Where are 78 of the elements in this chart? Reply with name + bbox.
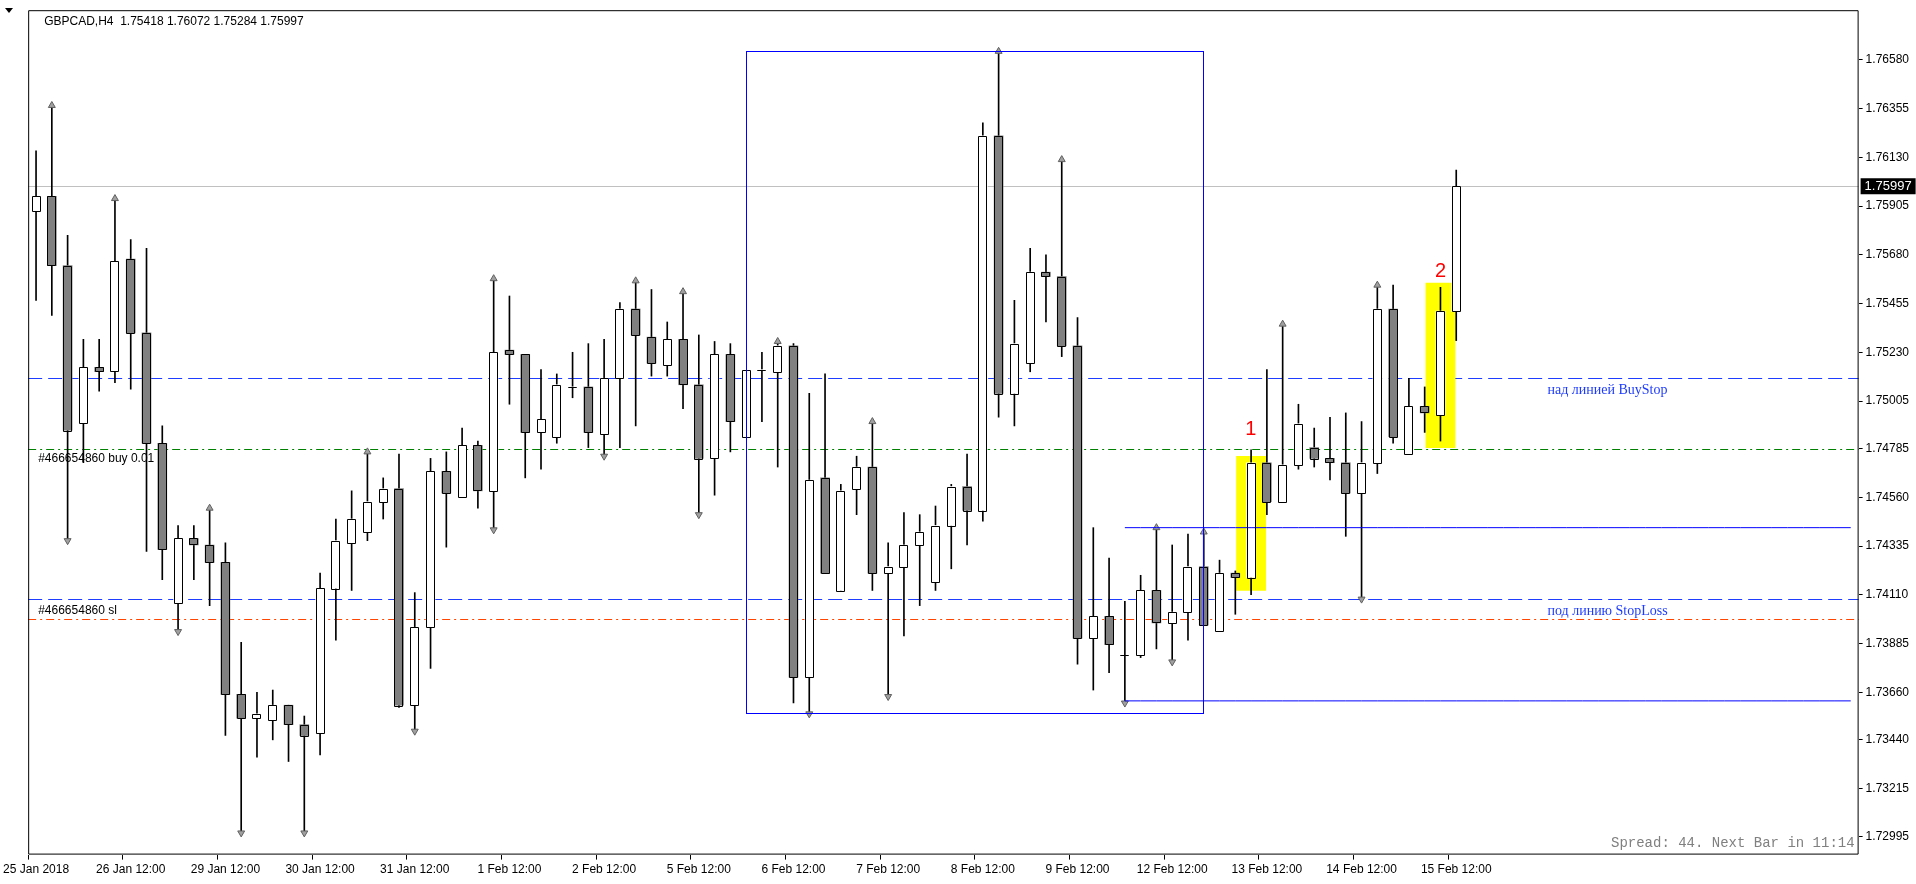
- point: [489, 527, 498, 535]
- y-tick-label: 1.75455: [1865, 295, 1910, 310]
- point: [47, 100, 56, 108]
- point: [1373, 280, 1382, 288]
- candlestick: [1419, 386, 1430, 433]
- ref-line-label: 1.75997: [1864, 177, 1912, 193]
- x-tick-label: 1 Feb 12:00: [477, 862, 542, 877]
- y-tick-label: 1.75905: [1865, 198, 1910, 213]
- y-tick-label: 1.74110: [1865, 587, 1909, 602]
- candlestick: [94, 338, 104, 392]
- point: [63, 538, 72, 546]
- candlestick: [1088, 527, 1099, 691]
- y-tick-label: 1.73885: [1865, 635, 1910, 650]
- point: [679, 287, 687, 295]
- candlestick: [1104, 557, 1114, 674]
- annotation: Spread: 44. Next Bar in 11:14: [1610, 835, 1855, 852]
- y-tick-label: 1.74560: [1865, 489, 1910, 504]
- x-tick-label: 15 Feb 12:00: [1420, 862, 1492, 877]
- point: [1168, 659, 1177, 667]
- point: [600, 453, 609, 461]
- x-tick-label: 25 Jan 2018: [3, 862, 70, 877]
- point: [410, 728, 419, 736]
- point: [205, 503, 214, 511]
- y-tick-label: 1.76580: [1865, 52, 1910, 67]
- x-tick-label: 7 Feb 12:00: [856, 862, 921, 877]
- candlestick: [252, 691, 262, 758]
- x-tick-label: 29 Jan 12:00: [190, 862, 261, 877]
- candlestick: [1041, 254, 1051, 323]
- point: [694, 512, 703, 520]
- y-tick-label: 1.76355: [1865, 101, 1910, 116]
- candlestick: [1325, 416, 1335, 481]
- x-tick-label: 5 Feb 12:00: [666, 862, 732, 877]
- y-tick-label: 1.75230: [1865, 344, 1910, 359]
- x-tick-label: 31 Jan 12:00: [380, 862, 450, 877]
- x-tick-label: 2 Feb 12:00: [572, 862, 637, 877]
- candlestick: [1230, 570, 1241, 615]
- point: [773, 336, 782, 344]
- x-tick-label: 14 Feb 12:00: [1326, 862, 1398, 877]
- x-tick-label: 12 Feb 12:00: [1136, 862, 1208, 877]
- point: [237, 830, 246, 838]
- y-tick-label: 1.74785: [1865, 440, 1910, 455]
- point: [110, 194, 119, 202]
- x-tick-label: 13 Feb 12:00: [1231, 862, 1303, 877]
- ref-line-label: #466654860 sl: [38, 602, 117, 617]
- point: [631, 276, 640, 284]
- point: [1278, 319, 1287, 327]
- point: [174, 629, 183, 637]
- point: [489, 274, 498, 282]
- y-tick-label: 1.75005: [1865, 393, 1910, 408]
- ref-line-label: под линию StopLoss: [1547, 602, 1668, 618]
- x-tick-label: 26 Jan 12:00: [96, 862, 166, 877]
- y-tick-label: 1.72995: [1865, 828, 1910, 843]
- point: [300, 830, 309, 838]
- x-tick-label: 6 Feb 12:00: [761, 862, 826, 877]
- point: [1057, 155, 1066, 163]
- y-tick-label: 1.75680: [1865, 247, 1910, 262]
- chart-title: GBPCAD,H4 1.75418 1.76072 1.75284 1.75997: [44, 13, 305, 28]
- candlestick: [189, 525, 199, 580]
- ref-line-label: над линией BuyStop: [1547, 381, 1668, 397]
- candlestick: [741, 369, 751, 438]
- y-tick-label: 1.73215: [1865, 780, 1910, 795]
- annotation: 2: [1434, 259, 1447, 282]
- candlestick: [536, 369, 546, 470]
- x-tick-label: 8 Feb 12:00: [950, 862, 1016, 877]
- annotation: 1: [1245, 417, 1257, 440]
- point: [363, 447, 372, 455]
- y-tick-label: 1.76130: [1865, 149, 1910, 164]
- candlestick: [31, 150, 41, 301]
- candlestick: [914, 514, 925, 606]
- x-tick-label: 30 Jan 12:00: [285, 862, 356, 877]
- y-tick-label: 1.73660: [1865, 684, 1910, 699]
- y-tick-label: 1.73440: [1865, 732, 1910, 747]
- point: [884, 694, 893, 702]
- y-tick-label: 1.74335: [1865, 538, 1910, 553]
- x-tick-label: 9 Feb 12:00: [1045, 862, 1110, 877]
- candlestick: [441, 451, 452, 548]
- point: [1357, 596, 1366, 604]
- point: [868, 417, 877, 425]
